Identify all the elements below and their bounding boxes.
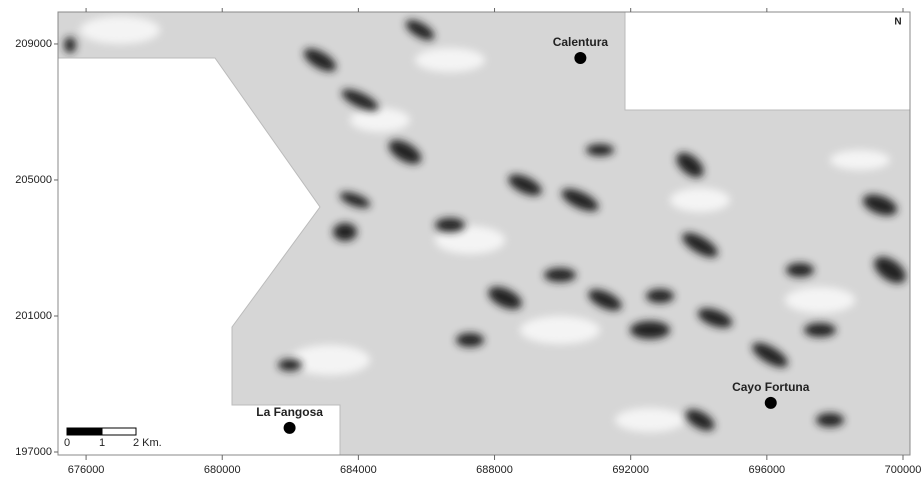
relief [58,12,910,455]
y-tick-label: 197000 [15,446,52,458]
y-tick-label: 201000 [15,310,52,322]
scale-label: 1 [99,437,105,449]
place-label: Calentura [553,35,609,49]
x-tick-label: 680000 [204,464,241,476]
map-frame [57,11,911,456]
x-tick-label: 692000 [612,464,649,476]
x-tick-label: 684000 [340,464,377,476]
place-marker [574,51,587,64]
x-tick-label: 696000 [748,464,785,476]
north-arrow: N [894,17,901,28]
x-tick-label: 676000 [68,464,105,476]
place-marker [764,396,777,409]
mask [624,12,910,111]
scale-bar: 0 1 2 Km. [64,427,162,449]
x-tick-label: 700000 [885,464,922,476]
y-tick-label: 205000 [15,174,52,186]
y-tick-label: 209000 [15,38,52,50]
scale-label: 2 Km. [133,437,162,449]
scale-label: 0 [64,437,70,449]
mask [58,57,341,455]
x-tick-label: 688000 [476,464,513,476]
place-marker [283,421,296,434]
place-label: La Fangosa [256,405,323,419]
place-label: Cayo Fortuna [732,380,810,394]
